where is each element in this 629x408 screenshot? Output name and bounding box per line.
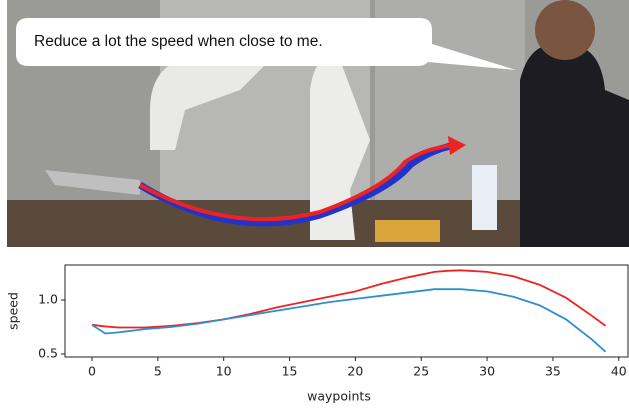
page: {"speech_bubble": "Reduce a lot the spee… <box>0 0 629 408</box>
series-line <box>92 289 606 352</box>
y-axis-label: speed <box>6 292 21 330</box>
y-tick-label: 0.5 <box>38 345 58 360</box>
x-axis-label: waypoints <box>307 389 371 404</box>
figure: Reduce a lot the speed when close to me.… <box>0 0 629 408</box>
x-tick-label: 25 <box>413 364 429 379</box>
x-tick-label: 35 <box>545 364 561 379</box>
bubble-text: Reduce a lot the speed when close to me. <box>34 33 323 50</box>
box <box>375 220 440 242</box>
plot-frame <box>65 265 628 357</box>
x-tick-label: 0 <box>88 364 96 379</box>
x-tick-label: 10 <box>216 364 232 379</box>
milk-carton <box>472 165 497 230</box>
x-tick-label: 40 <box>611 364 627 379</box>
x-tick-label: 15 <box>282 364 298 379</box>
x-tick-label: 5 <box>154 364 162 379</box>
y-tick-label: 1.0 <box>38 291 58 306</box>
x-tick-label: 20 <box>347 364 363 379</box>
x-tick-label: 30 <box>479 364 495 379</box>
person-head <box>535 0 595 60</box>
